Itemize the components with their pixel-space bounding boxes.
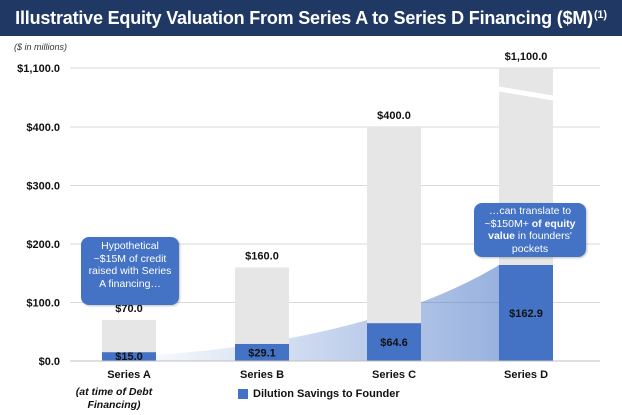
- callout-a-line: ~$15M of credit: [93, 252, 167, 265]
- savings-value-label: $29.1: [248, 347, 276, 359]
- units-note: ($ in millions): [14, 42, 68, 52]
- chart-title-text: Illustrative Equity Valuation From Serie…: [15, 7, 593, 28]
- total-value-label: $70.0: [115, 303, 143, 315]
- y-tick-label: $400.0: [26, 122, 60, 134]
- total-value-label: $1,100.0: [505, 51, 548, 63]
- callout-d-line: ~$150M+ of equity: [474, 218, 586, 231]
- legend-label-savings: Dilution Savings to Founder: [253, 388, 400, 400]
- y-tick-label: $200.0: [26, 239, 60, 251]
- savings-value-label: $15.0: [115, 351, 143, 363]
- callout-d-bold: of equity: [528, 217, 576, 230]
- callout-d-line: value in founders': [474, 230, 586, 243]
- total-value-label: $160.0: [245, 250, 279, 262]
- callout-a-line: A financing…: [99, 277, 161, 290]
- savings-value-label: $64.6: [380, 337, 408, 349]
- savings-bar: [367, 323, 421, 361]
- y-tick-label: $100.0: [26, 298, 60, 310]
- savings-bar: [235, 343, 289, 361]
- callout-d-text: in founders': [514, 230, 572, 242]
- growth-shade: [156, 265, 499, 361]
- savings-value-label: $162.9: [509, 308, 543, 320]
- savings-bar: [102, 352, 156, 361]
- callout-a-line: Hypothetical: [101, 240, 159, 252]
- x-category-label: Series D: [504, 369, 548, 381]
- callout-d-line: …can translate to: [488, 205, 572, 217]
- axis-break-mark: [496, 86, 556, 101]
- legend: Dilution Savings to Founder: [238, 388, 400, 400]
- callout-d-bold: value: [488, 230, 515, 242]
- callout-d-text: ~$150M+: [484, 217, 529, 230]
- callout-d-line: pockets: [511, 242, 549, 255]
- callout-series-a: Hypothetical ~$15M of credit raised with…: [81, 237, 179, 305]
- callout-a-line: raised with Series: [88, 265, 172, 277]
- x-category-label: Series B: [240, 369, 284, 381]
- title-footnote-marker: (1): [593, 9, 607, 21]
- y-tick-label: $0.0: [39, 356, 60, 368]
- y-tick-label: $1,100.0: [17, 63, 60, 75]
- total-value-label: $400.0: [377, 110, 411, 122]
- x-category-label: Series A: [107, 369, 151, 381]
- chart-title: Illustrative Equity Valuation From Serie…: [0, 0, 622, 36]
- legend-swatch-savings: [238, 389, 248, 399]
- savings-bar: [499, 265, 553, 361]
- callout-series-d: …can translate to ~$150M+ of equity valu…: [474, 203, 586, 257]
- y-tick-label: $300.0: [26, 181, 60, 193]
- series-a-subnote: (at time of Debt Financing): [75, 386, 153, 411]
- x-category-label: Series C: [372, 369, 416, 381]
- total-bar: [367, 127, 421, 361]
